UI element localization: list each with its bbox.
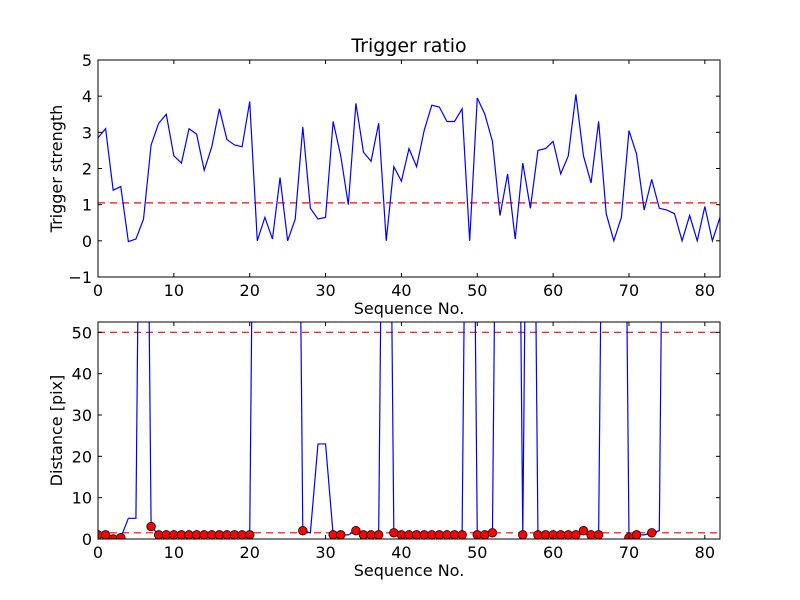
data-point-marker bbox=[351, 526, 361, 536]
data-point-marker bbox=[245, 530, 255, 539]
y-tick-label: 20 bbox=[72, 447, 92, 466]
y-tick-label: 40 bbox=[72, 365, 92, 384]
x-tick-label: 10 bbox=[164, 543, 184, 562]
x-tick-label: 60 bbox=[543, 543, 563, 562]
x-tick-label: 30 bbox=[315, 543, 335, 562]
x-tick-label: 70 bbox=[619, 281, 639, 300]
series-line-0 bbox=[98, 94, 720, 244]
y-tick-label: 2 bbox=[82, 160, 92, 179]
x-tick-label: 50 bbox=[467, 543, 487, 562]
data-point-marker bbox=[108, 534, 118, 539]
x-tick-label: 80 bbox=[695, 281, 715, 300]
x-tick-label: 40 bbox=[391, 543, 411, 562]
y-tick-label: 1 bbox=[82, 196, 92, 215]
data-point-marker bbox=[100, 530, 111, 539]
x-tick-label: 80 bbox=[695, 543, 715, 562]
x-axis-label: Sequence No. bbox=[354, 299, 465, 318]
x-tick-label: 50 bbox=[467, 281, 487, 300]
x-tick-label: 0 bbox=[93, 281, 103, 300]
y-tick-label: −1 bbox=[68, 268, 92, 287]
y-tick-label: 3 bbox=[82, 123, 92, 142]
data-point-marker bbox=[578, 526, 589, 536]
data-point-marker bbox=[457, 530, 467, 539]
y-axis-label: Trigger strength bbox=[47, 105, 66, 234]
data-point-marker bbox=[518, 530, 528, 539]
y-tick-label: 10 bbox=[72, 489, 92, 508]
data-point-marker bbox=[571, 530, 581, 539]
data-point-marker bbox=[373, 530, 384, 539]
x-tick-label: 30 bbox=[315, 281, 335, 300]
y-tick-label: 0 bbox=[82, 530, 92, 549]
chart-title: Trigger ratio bbox=[350, 35, 466, 57]
data-point-marker bbox=[336, 530, 346, 539]
x-axis-label: Sequence No. bbox=[354, 561, 465, 580]
y-tick-label: 50 bbox=[72, 323, 92, 342]
data-point-marker bbox=[146, 521, 156, 532]
x-tick-label: 60 bbox=[543, 281, 563, 300]
axes-frame bbox=[97, 321, 721, 540]
data-point-marker bbox=[593, 530, 604, 539]
data-point-marker bbox=[647, 528, 657, 538]
x-tick-label: 10 bbox=[164, 281, 184, 300]
data-point-marker bbox=[298, 526, 308, 536]
y-tick-label: 30 bbox=[72, 406, 92, 425]
y-tick-label: 0 bbox=[82, 232, 92, 251]
plot-area-0 bbox=[98, 94, 720, 244]
data-point-marker bbox=[116, 533, 126, 539]
y-tick-label: 4 bbox=[82, 87, 92, 106]
data-point-marker bbox=[631, 530, 642, 539]
plot-area-1 bbox=[98, 322, 720, 539]
x-tick-label: 20 bbox=[240, 543, 260, 562]
x-tick-label: 40 bbox=[391, 281, 411, 300]
x-tick-label: 20 bbox=[240, 281, 260, 300]
y-axis-label: Distance [pix] bbox=[47, 375, 66, 487]
data-point-marker bbox=[487, 528, 498, 538]
y-tick-label: 5 bbox=[82, 51, 92, 70]
x-tick-label: 0 bbox=[93, 543, 103, 562]
x-tick-label: 70 bbox=[619, 543, 639, 562]
